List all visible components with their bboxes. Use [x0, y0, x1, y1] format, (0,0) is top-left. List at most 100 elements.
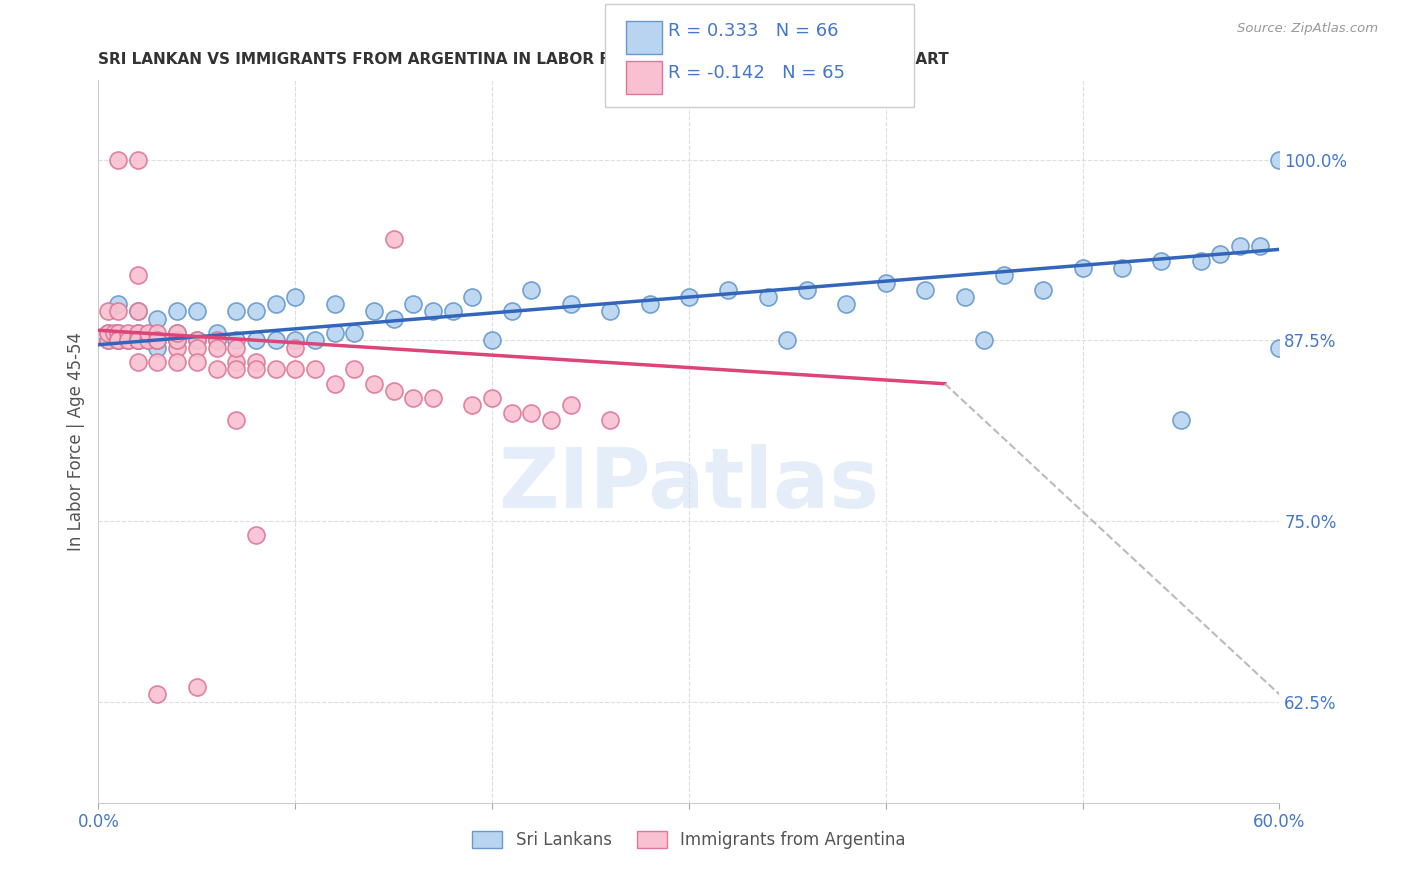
Point: [166, 326, 188, 341]
Point: [343, 362, 366, 376]
Point: [284, 341, 307, 355]
Point: [796, 283, 818, 297]
Point: [166, 326, 188, 341]
Point: [304, 362, 326, 376]
Point: [186, 334, 208, 348]
Point: [103, 326, 125, 341]
Text: ZIPatlas: ZIPatlas: [499, 444, 879, 525]
Point: [284, 334, 307, 348]
Point: [323, 326, 346, 341]
Point: [264, 334, 287, 348]
Point: [363, 304, 385, 318]
Point: [107, 334, 129, 348]
Point: [1170, 413, 1192, 427]
Text: R = -0.142   N = 65: R = -0.142 N = 65: [668, 64, 845, 82]
Point: [560, 399, 582, 413]
Point: [127, 355, 149, 369]
Point: [97, 334, 120, 348]
Point: [97, 326, 120, 341]
Point: [245, 334, 267, 348]
Point: [678, 290, 700, 304]
Point: [382, 384, 405, 398]
Point: [245, 528, 267, 542]
Point: [146, 311, 169, 326]
Point: [776, 334, 799, 348]
Point: [127, 326, 149, 341]
Point: [205, 341, 228, 355]
Point: [1032, 283, 1054, 297]
Point: [599, 413, 621, 427]
Point: [284, 362, 307, 376]
Point: [225, 304, 247, 318]
Point: [245, 304, 267, 318]
Point: [382, 232, 405, 246]
Point: [117, 334, 139, 348]
Point: [205, 334, 228, 348]
Point: [107, 304, 129, 318]
Point: [363, 376, 385, 391]
Point: [875, 276, 897, 290]
Point: [560, 297, 582, 311]
Point: [422, 304, 444, 318]
Point: [186, 304, 208, 318]
Point: [205, 326, 228, 341]
Point: [599, 304, 621, 318]
Point: [501, 406, 523, 420]
Point: [186, 355, 208, 369]
Point: [127, 334, 149, 348]
Point: [520, 406, 543, 420]
Point: [481, 391, 503, 405]
Point: [1150, 254, 1173, 268]
Point: [107, 153, 129, 167]
Point: [756, 290, 779, 304]
Point: [1268, 341, 1291, 355]
Point: [1071, 261, 1094, 276]
Point: [146, 326, 169, 341]
Y-axis label: In Labor Force | Age 45-54: In Labor Force | Age 45-54: [66, 332, 84, 551]
Text: SRI LANKAN VS IMMIGRANTS FROM ARGENTINA IN LABOR FORCE | AGE 45-54 CORRELATION C: SRI LANKAN VS IMMIGRANTS FROM ARGENTINA …: [98, 52, 949, 68]
Point: [107, 326, 129, 341]
Point: [127, 268, 149, 283]
Point: [441, 304, 464, 318]
Point: [461, 290, 484, 304]
Point: [953, 290, 976, 304]
Point: [97, 326, 120, 341]
Point: [166, 355, 188, 369]
Point: [1189, 254, 1212, 268]
Point: [127, 326, 149, 341]
Point: [540, 413, 562, 427]
Point: [166, 334, 188, 348]
Point: [166, 304, 188, 318]
Point: [166, 334, 188, 348]
Point: [422, 391, 444, 405]
Point: [343, 326, 366, 341]
Point: [284, 290, 307, 304]
Point: [166, 334, 188, 348]
Point: [186, 341, 208, 355]
Point: [225, 413, 247, 427]
Point: [245, 355, 267, 369]
Point: [127, 334, 149, 348]
Point: [717, 283, 740, 297]
Point: [520, 283, 543, 297]
Point: [146, 688, 169, 702]
Point: [146, 334, 169, 348]
Point: [304, 334, 326, 348]
Point: [225, 362, 247, 376]
Point: [501, 304, 523, 318]
Point: [136, 334, 159, 348]
Point: [1229, 239, 1251, 253]
Point: [323, 297, 346, 311]
Point: [117, 326, 139, 341]
Text: Source: ZipAtlas.com: Source: ZipAtlas.com: [1237, 22, 1378, 36]
Point: [97, 304, 120, 318]
Point: [107, 334, 129, 348]
Point: [1111, 261, 1133, 276]
Point: [205, 362, 228, 376]
Point: [186, 680, 208, 694]
Point: [835, 297, 858, 311]
Point: [146, 355, 169, 369]
Point: [146, 334, 169, 348]
Point: [993, 268, 1015, 283]
Point: [402, 391, 425, 405]
